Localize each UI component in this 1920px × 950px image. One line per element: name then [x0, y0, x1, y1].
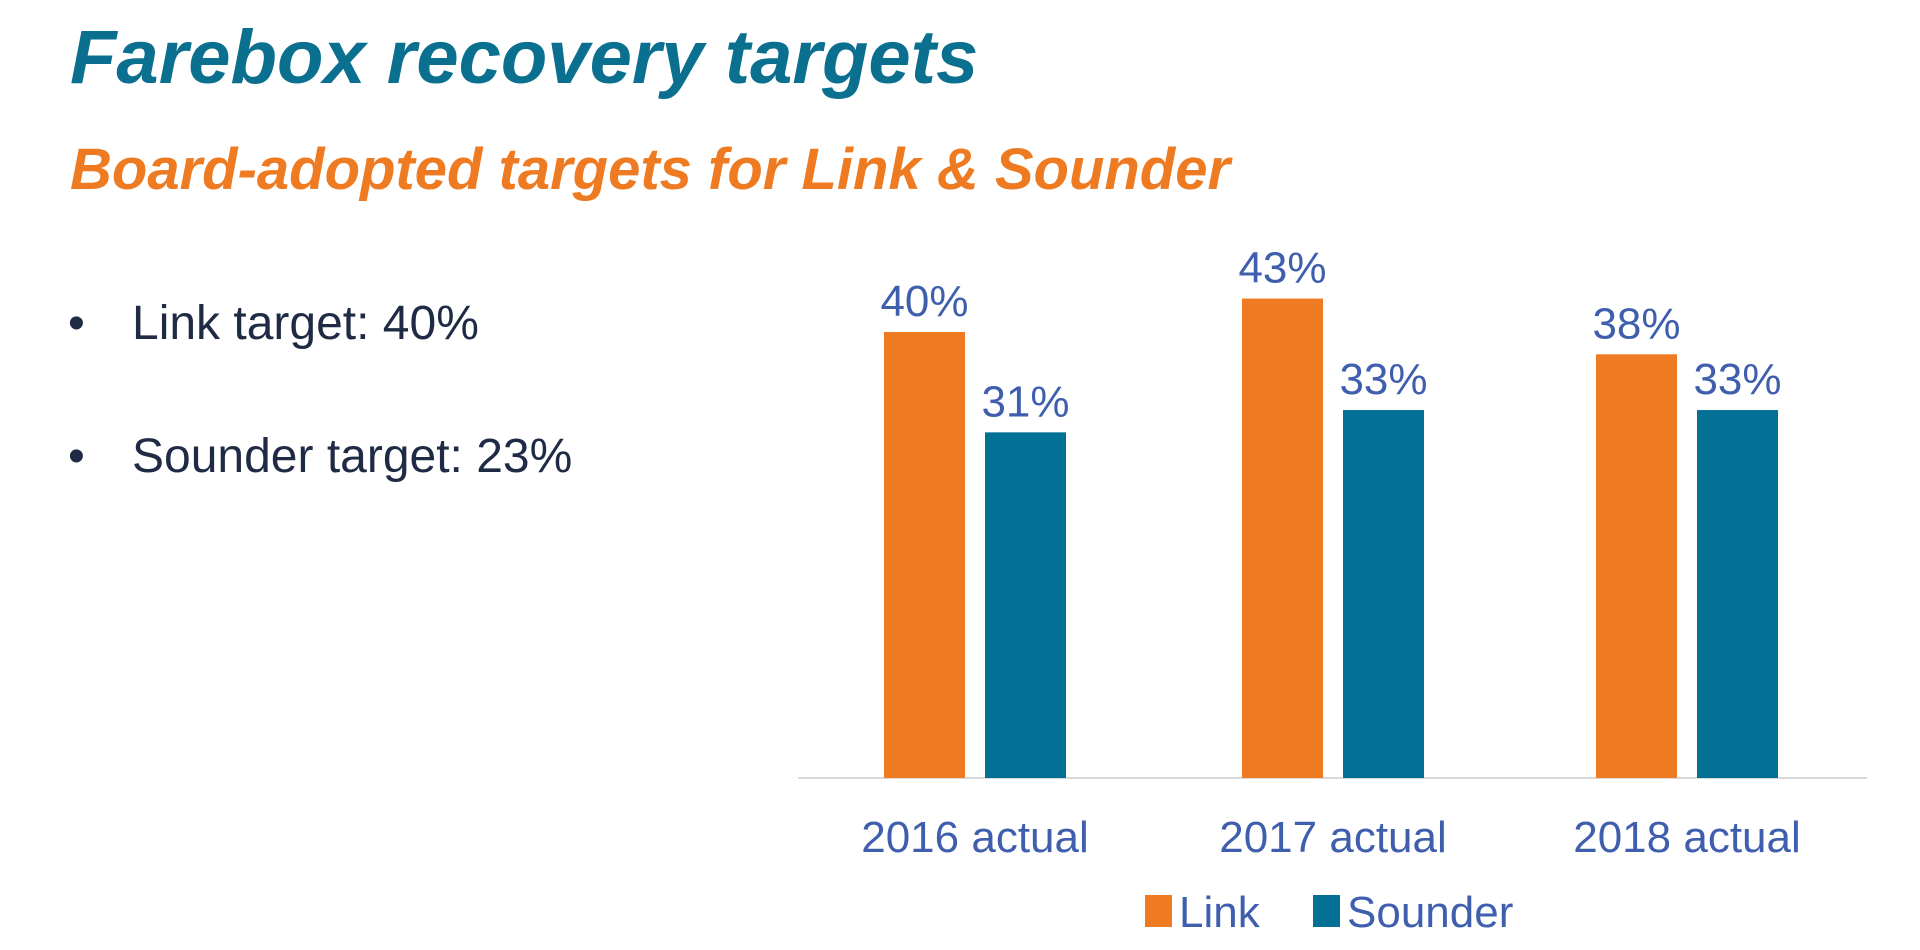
bullet-text: Sounder target: 23% [132, 430, 573, 483]
category-label: 2018 actual [1573, 813, 1801, 862]
legend-swatch-sounder [1313, 895, 1340, 927]
bar-link-2017 [1242, 298, 1323, 778]
bar-link-2018 [1596, 354, 1677, 778]
category-label: 2016 actual [861, 813, 1089, 862]
legend-label-sounder: Sounder [1347, 888, 1513, 937]
bullet-item: • Link target: 40% [68, 296, 572, 429]
bullet-text: Link target: 40% [132, 297, 479, 350]
data-label: 33% [1339, 355, 1427, 404]
bar-link-2016 [884, 332, 965, 778]
bullet-list: • Link target: 40% • Sounder target: 23% [68, 296, 572, 562]
legend-swatch-link [1145, 895, 1172, 927]
bar-sounder-2016 [985, 432, 1066, 778]
bar-sounder-2017 [1343, 410, 1424, 778]
data-label: 38% [1592, 299, 1680, 348]
bullet-marker: • [68, 297, 85, 350]
slide-subtitle: Board-adopted targets for Link & Sounder [70, 137, 1231, 202]
bullet-marker: • [68, 430, 85, 483]
bullet-item: • Sounder target: 23% [68, 429, 572, 562]
category-label: 2017 actual [1219, 813, 1447, 862]
data-label: 43% [1238, 244, 1326, 293]
bar-sounder-2018 [1697, 410, 1778, 778]
legend-label-link: Link [1179, 888, 1261, 937]
slide-title: Farebox recovery targets [70, 15, 979, 100]
data-label: 33% [1693, 355, 1781, 404]
data-label: 31% [981, 377, 1069, 426]
data-label: 40% [880, 277, 968, 326]
